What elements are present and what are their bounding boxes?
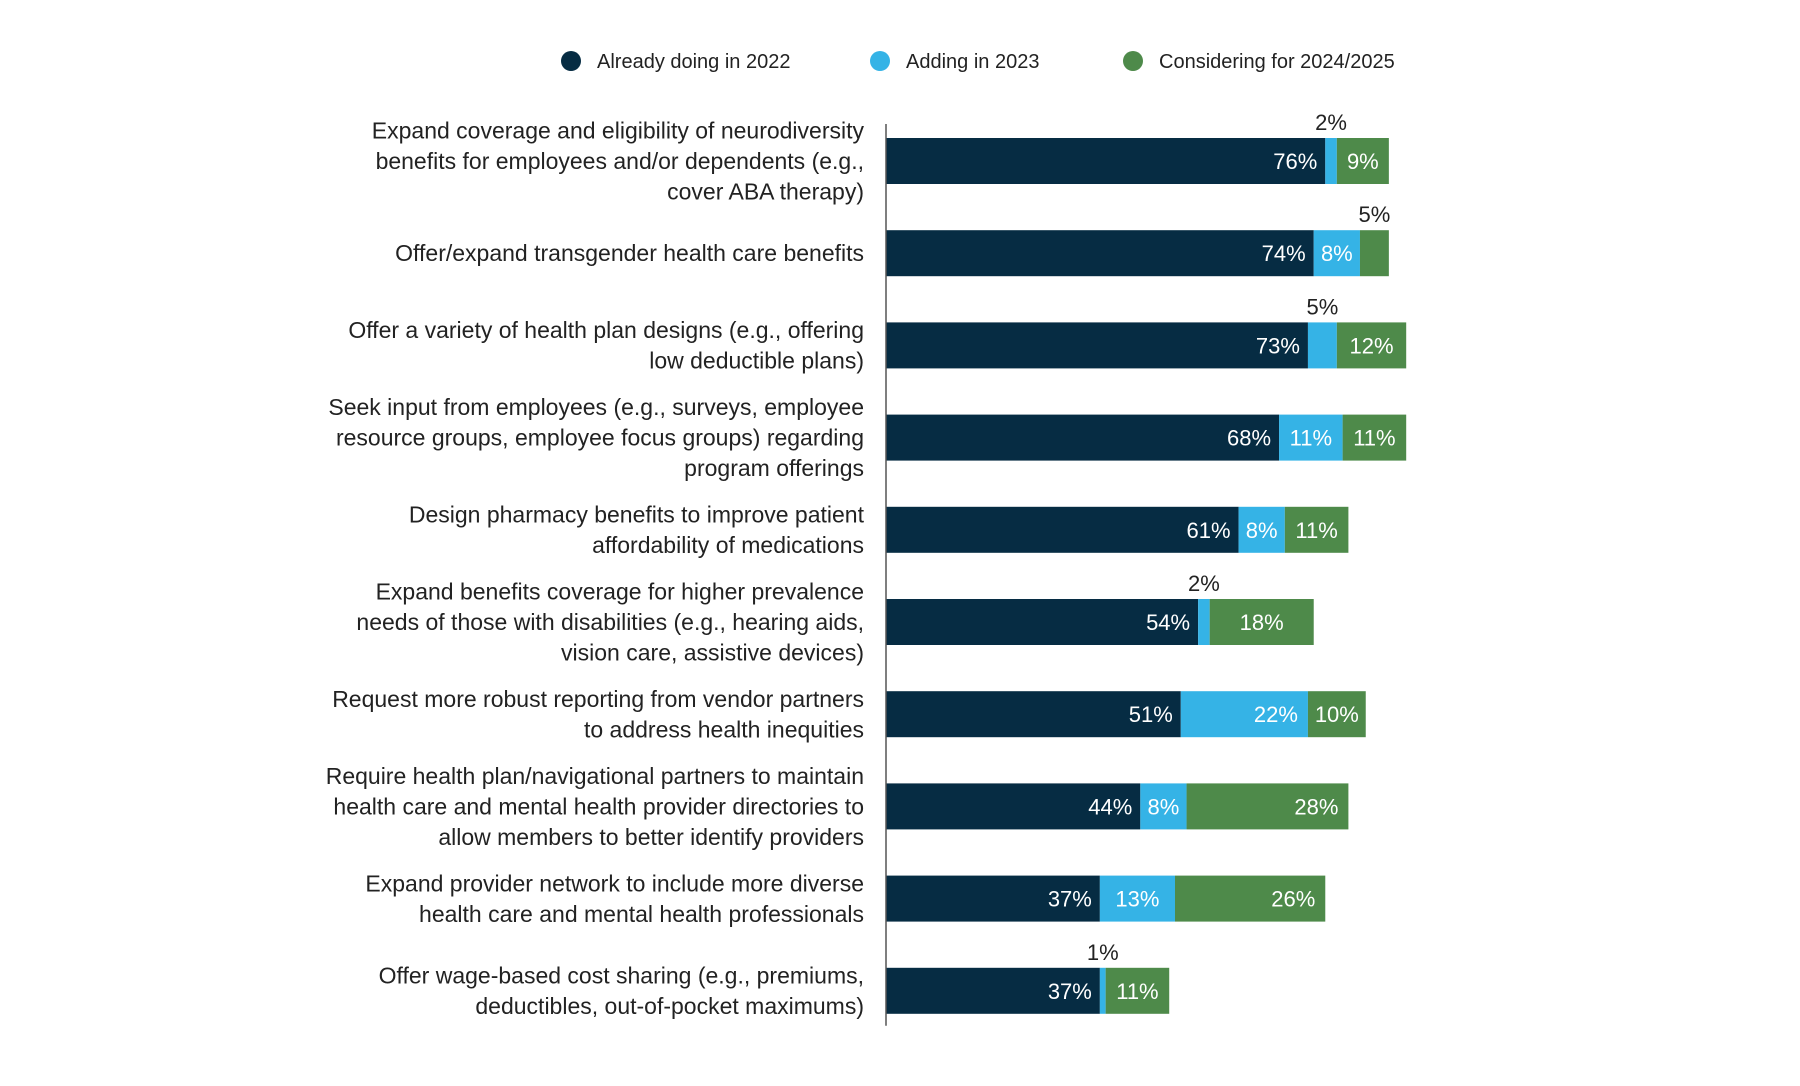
data-label: 73% <box>1256 333 1300 358</box>
bar-segment-already-doing-in-2022 <box>886 230 1314 277</box>
category-label: health care and mental health profession… <box>419 901 864 927</box>
bar-segment-considering-for-2024-2025 <box>1336 138 1389 184</box>
category-label: affordability of medications <box>592 532 864 558</box>
category-label: deductibles, out-of-pocket maximums) <box>475 993 864 1019</box>
bar-segment-considering-for-2024-2025 <box>1359 230 1389 277</box>
category-label: Offer wage-based cost sharing (e.g., pre… <box>379 963 864 989</box>
bars <box>886 138 1407 1014</box>
data-label: 2% <box>1188 571 1220 596</box>
bar-segment-considering-for-2024-2025 <box>1336 322 1407 369</box>
bar-segment-already-doing-in-2022 <box>886 414 1280 461</box>
bar-segment-already-doing-in-2022 <box>886 322 1308 369</box>
category-label: Expand benefits coverage for higher prev… <box>376 579 864 605</box>
data-label: 37% <box>1048 887 1092 912</box>
data-label: 10% <box>1315 702 1359 727</box>
category-labels: Expand coverage and eligibility of neuro… <box>326 118 865 1020</box>
bar-segment-considering-for-2024-2025 <box>1186 783 1349 830</box>
category-label: cover ABA therapy) <box>667 179 864 205</box>
bar-segment-already-doing-in-2022 <box>886 783 1141 830</box>
data-label: 11% <box>1295 518 1337 543</box>
bar-segment-already-doing-in-2022 <box>886 506 1239 553</box>
data-label: 9% <box>1347 149 1379 174</box>
data-label: 44% <box>1088 794 1132 819</box>
bar-segment-adding-in-2023 <box>1099 967 1106 1014</box>
data-label: 22% <box>1254 702 1298 727</box>
category-label: needs of those with disabilities (e.g., … <box>356 609 864 635</box>
legend-marker-adding-in-2023 <box>870 51 890 71</box>
bar-segment-considering-for-2024-2025 <box>1284 506 1349 553</box>
legend-marker-considering-for-2024-2025 <box>1123 51 1143 71</box>
category-label: Require health plan/navigational partner… <box>326 763 864 789</box>
data-label: 61% <box>1187 518 1231 543</box>
bar-segment-adding-in-2023 <box>1099 875 1175 922</box>
data-label: 13% <box>1115 887 1159 912</box>
category-label: health care and mental health provider d… <box>333 793 864 819</box>
bar-segment-considering-for-2024-2025 <box>1175 875 1326 922</box>
data-label: 11% <box>1353 426 1395 451</box>
data-label: 51% <box>1129 702 1173 727</box>
data-label: 11% <box>1290 426 1332 451</box>
bar-segment-adding-in-2023 <box>1279 414 1343 461</box>
category-label: allow members to better identify provide… <box>438 824 864 850</box>
category-label: resource groups, employee focus groups) … <box>336 425 864 451</box>
bar-segment-already-doing-in-2022 <box>886 138 1326 184</box>
bar-segment-already-doing-in-2022 <box>886 691 1181 738</box>
category-label: program offerings <box>684 455 864 481</box>
data-label: 28% <box>1294 794 1338 819</box>
category-label: to address health inequities <box>584 716 864 742</box>
legend: Already doing in 2022 Adding in 2023 Consi… <box>561 51 1395 73</box>
bar-segment-adding-in-2023 <box>1313 230 1360 277</box>
category-label: Offer a variety of health plan designs (… <box>348 317 864 343</box>
bar-segment-already-doing-in-2022 <box>886 875 1100 922</box>
data-label: 18% <box>1240 610 1284 635</box>
data-label: 26% <box>1271 887 1315 912</box>
bar-segment-adding-in-2023 <box>1198 599 1210 645</box>
category-label: Offer/expand transgender health care ben… <box>395 240 864 266</box>
data-label: 37% <box>1048 979 1092 1004</box>
bar-segment-adding-in-2023 <box>1325 138 1337 184</box>
bar-segment-considering-for-2024-2025 <box>1209 599 1314 645</box>
bar-segment-already-doing-in-2022 <box>886 967 1100 1014</box>
category-label: Expand coverage and eligibility of neuro… <box>372 118 865 144</box>
legend-label-adding-in-2023: Adding in 2023 <box>906 51 1039 73</box>
data-label: 8% <box>1148 794 1180 819</box>
data-label: 2% <box>1315 110 1347 135</box>
category-label: benefits for employees and/or dependents… <box>376 148 864 174</box>
bar-segment-considering-for-2024-2025 <box>1342 414 1407 461</box>
data-label: 8% <box>1246 518 1278 543</box>
bar-segment-considering-for-2024-2025 <box>1307 691 1366 738</box>
legend-marker-already-doing-in-2022 <box>561 51 581 71</box>
bar-segment-already-doing-in-2022 <box>886 599 1199 645</box>
data-label: 5% <box>1359 202 1391 227</box>
bar-segment-adding-in-2023 <box>1238 506 1285 553</box>
data-label: 12% <box>1349 333 1393 358</box>
data-label: 11% <box>1116 979 1158 1004</box>
category-label: Request more robust reporting from vendo… <box>332 686 864 712</box>
bar-segment-adding-in-2023 <box>1140 783 1187 830</box>
legend-label-considering-for-2024-2025: Considering for 2024/2025 <box>1159 51 1395 73</box>
category-label: low deductible plans) <box>649 348 864 374</box>
category-label: Expand provider network to include more … <box>365 870 864 896</box>
data-label: 76% <box>1273 149 1317 174</box>
category-label: Seek input from employees (e.g., surveys… <box>328 394 864 420</box>
category-label: Design pharmacy benefits to improve pati… <box>409 502 865 528</box>
data-label: 5% <box>1306 294 1338 319</box>
legend-label-already-doing-in-2022: Already doing in 2022 <box>597 51 790 73</box>
bar-segment-considering-for-2024-2025 <box>1105 967 1170 1014</box>
value-labels: 76%2%9%74% 8%5%73%5%12%68% 11% 11%61% 8% 11%5… <box>1048 110 1396 1004</box>
data-label: 8% <box>1321 241 1353 266</box>
data-label: 74% <box>1262 241 1306 266</box>
data-label: 1% <box>1087 940 1119 965</box>
bar-segment-adding-in-2023 <box>1180 691 1308 738</box>
data-label: 68% <box>1227 426 1271 451</box>
bar-segment-adding-in-2023 <box>1307 322 1337 369</box>
category-label: vision care, assistive devices) <box>561 640 864 666</box>
data-label: 54% <box>1146 610 1190 635</box>
